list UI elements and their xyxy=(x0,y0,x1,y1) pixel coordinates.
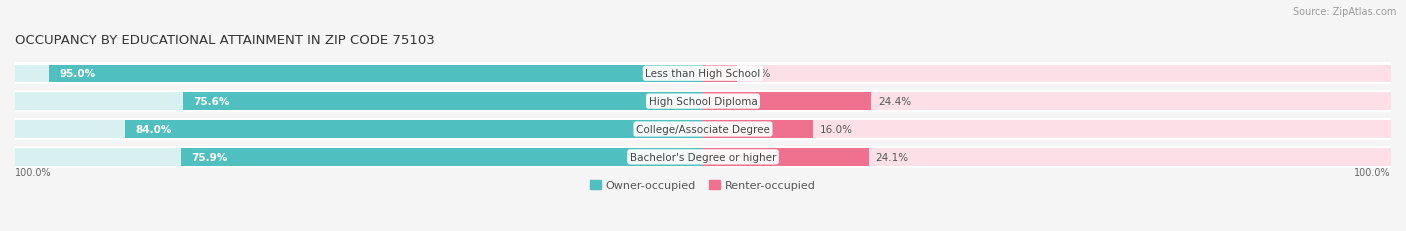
Text: Less than High School: Less than High School xyxy=(645,69,761,79)
Text: High School Diploma: High School Diploma xyxy=(648,97,758,107)
Bar xyxy=(49,65,703,82)
Bar xyxy=(15,146,1391,168)
Bar xyxy=(703,93,870,110)
Legend: Owner-occupied, Renter-occupied: Owner-occupied, Renter-occupied xyxy=(586,176,820,195)
Bar xyxy=(703,149,869,166)
Bar xyxy=(15,63,1391,85)
Bar xyxy=(15,149,703,166)
Bar xyxy=(15,118,1391,140)
Text: 95.0%: 95.0% xyxy=(59,69,96,79)
Text: 84.0%: 84.0% xyxy=(135,125,172,134)
Bar xyxy=(15,93,703,110)
Text: Source: ZipAtlas.com: Source: ZipAtlas.com xyxy=(1292,7,1396,17)
Bar xyxy=(183,93,703,110)
Bar xyxy=(703,65,1391,82)
Text: OCCUPANCY BY EDUCATIONAL ATTAINMENT IN ZIP CODE 75103: OCCUPANCY BY EDUCATIONAL ATTAINMENT IN Z… xyxy=(15,33,434,46)
Text: 75.6%: 75.6% xyxy=(193,97,229,107)
Bar xyxy=(703,149,1391,166)
Bar xyxy=(15,65,703,82)
Bar xyxy=(125,121,703,138)
Text: 100.0%: 100.0% xyxy=(15,167,52,177)
Bar xyxy=(181,149,703,166)
Bar xyxy=(703,121,1391,138)
Bar xyxy=(703,121,813,138)
Bar xyxy=(703,65,737,82)
Text: Bachelor's Degree or higher: Bachelor's Degree or higher xyxy=(630,152,776,162)
Bar xyxy=(703,93,1391,110)
Text: 5.0%: 5.0% xyxy=(744,69,770,79)
Text: 16.0%: 16.0% xyxy=(820,125,853,134)
Text: 24.4%: 24.4% xyxy=(877,97,911,107)
Text: 24.1%: 24.1% xyxy=(876,152,908,162)
Text: College/Associate Degree: College/Associate Degree xyxy=(636,125,770,134)
Text: 100.0%: 100.0% xyxy=(1354,167,1391,177)
Bar xyxy=(15,91,1391,113)
Bar xyxy=(15,121,703,138)
Text: 75.9%: 75.9% xyxy=(191,152,228,162)
